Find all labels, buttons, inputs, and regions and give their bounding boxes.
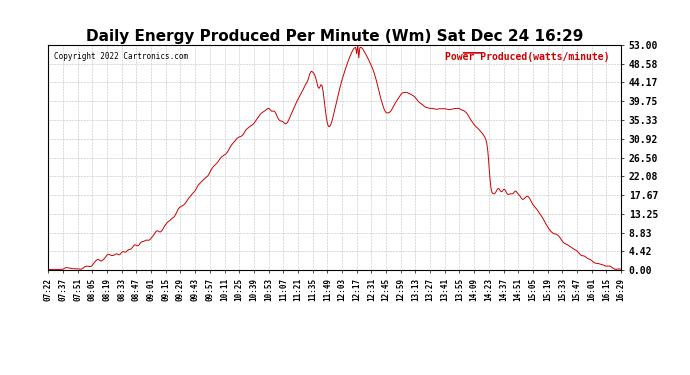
Text: Power Produced(watts/minute): Power Produced(watts/minute) xyxy=(445,52,609,62)
Title: Daily Energy Produced Per Minute (Wm) Sat Dec 24 16:29: Daily Energy Produced Per Minute (Wm) Sa… xyxy=(86,29,583,44)
Text: Copyright 2022 Cartronics.com: Copyright 2022 Cartronics.com xyxy=(54,52,188,61)
